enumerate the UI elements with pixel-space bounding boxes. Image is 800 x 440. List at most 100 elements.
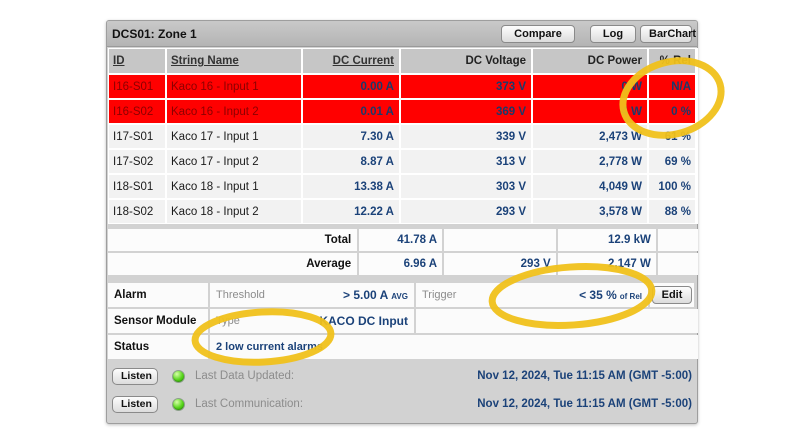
dc-voltage: 373 V (401, 75, 531, 98)
dc-voltage: 293 V (401, 200, 531, 223)
title-bar-buttons: Compare Log BarChart (501, 24, 696, 43)
alarm-threshold-cell: Threshold > 5.00 A AVG (210, 283, 414, 307)
dc-voltage: 303 V (401, 175, 531, 198)
listen-button[interactable]: Listen (112, 395, 158, 413)
string-id: I18-S02 (109, 200, 165, 223)
table-header-row: ID String Name DC Current DC Voltage DC … (109, 49, 697, 73)
dc-power: 2,473 W (533, 125, 647, 148)
alarm-edit-cell: Edit (650, 283, 694, 307)
dc-voltage: 339 V (401, 125, 531, 148)
last-data-updated-value: Nov 12, 2024, Tue 11:15 AM (GMT -5:00) (477, 370, 692, 382)
alarm-label: Alarm (108, 283, 208, 307)
panel-title: DCS01: Zone 1 (112, 26, 197, 41)
last-data-updated-row: Listen Last Data Updated: Nov 12, 2024, … (112, 365, 694, 387)
dc-power: 3,578 W (533, 200, 647, 223)
sensor-row-filler (416, 309, 698, 333)
string-name: Kaco 18 - Input 2 (167, 200, 301, 223)
column-header-dc-current[interactable]: DC Current (303, 49, 399, 73)
percent-rel: 69 % (649, 150, 695, 173)
column-header-dc-voltage[interactable]: DC Voltage (401, 49, 531, 73)
dc-power: 4 W (533, 100, 647, 123)
edit-button[interactable]: Edit (652, 286, 692, 304)
dc-current: 8.87 A (303, 150, 399, 173)
status-led-icon (172, 397, 185, 411)
average-percent-rel (657, 253, 699, 275)
table-row[interactable]: I17-S01 Kaco 17 - Input 1 7.30 A 339 V 2… (109, 125, 697, 148)
column-header-id[interactable]: ID (109, 49, 165, 73)
percent-rel: N/A (649, 75, 695, 98)
device-panel: DCS01: Zone 1 Compare Log BarChart ID St… (106, 20, 699, 424)
threshold-value: > 5.00 A AVG (342, 288, 408, 302)
summary-section: Total 41.78 A 12.9 kW Average 6.96 A 293… (108, 229, 699, 275)
total-dc-current: 41.78 A (359, 229, 443, 251)
last-data-updated-label: Last Data Updated: (195, 370, 295, 382)
percent-rel: 88 % (649, 200, 695, 223)
log-button[interactable]: Log (590, 24, 636, 43)
average-dc-current: 6.96 A (359, 253, 443, 275)
threshold-label: Threshold (216, 289, 265, 301)
total-row: Total 41.78 A 12.9 kW (108, 229, 699, 251)
status-value-cell: 2 low current alarms (210, 335, 698, 359)
total-label: Total (108, 229, 358, 251)
string-name: Kaco 18 - Input 1 (167, 175, 301, 198)
dc-power: 4,049 W (533, 175, 647, 198)
total-dc-power: 12.9 kW (557, 229, 656, 251)
percent-rel: 0 % (649, 100, 695, 123)
dc-power: 0 W (533, 75, 647, 98)
info-section: Alarm Threshold > 5.00 A AVG Trigger < 35… (108, 283, 698, 359)
threshold-unit: AVG (391, 292, 408, 301)
average-label: Average (108, 253, 358, 275)
percent-rel: 61 % (649, 125, 695, 148)
string-name: Kaco 17 - Input 1 (167, 125, 301, 148)
dc-current: 0.00 A (303, 75, 399, 98)
alarm-row: Alarm Threshold > 5.00 A AVG Trigger < 35… (108, 283, 698, 307)
dc-current: 13.38 A (303, 175, 399, 198)
sensor-type-cell: Type KACO DC Input (210, 309, 414, 333)
sensor-type-label: Type (216, 315, 240, 327)
string-id: I16-S02 (109, 100, 165, 123)
dc-current: 7.30 A (303, 125, 399, 148)
table-row[interactable]: I18-S02 Kaco 18 - Input 2 12.22 A 293 V … (109, 200, 697, 223)
dc-voltage: 313 V (401, 150, 531, 173)
table-row[interactable]: I16-S02 Kaco 16 - Input 2 0.01 A 369 V 4… (109, 100, 697, 123)
average-dc-power: 2,147 W (557, 253, 656, 275)
string-name: Kaco 17 - Input 2 (167, 150, 301, 173)
table-row[interactable]: I18-S01 Kaco 18 - Input 1 13.38 A 303 V … (109, 175, 697, 198)
column-header-rel[interactable]: % Rel (649, 49, 695, 73)
average-dc-voltage: 293 V (444, 253, 556, 275)
column-header-string-name[interactable]: String Name (167, 49, 301, 73)
dc-power: 2,778 W (533, 150, 647, 173)
last-communication-row: Listen Last Communication: Nov 12, 2024,… (112, 393, 694, 415)
total-percent-rel (657, 229, 699, 251)
trigger-value: < 35 % of Rel (579, 288, 642, 302)
string-table: ID String Name DC Current DC Voltage DC … (108, 48, 698, 224)
sensor-module-row: Sensor Module Type KACO DC Input (108, 309, 698, 333)
last-communication-value: Nov 12, 2024, Tue 11:15 AM (GMT -5:00) (477, 398, 692, 410)
trigger-unit: of Rel (619, 292, 642, 301)
string-id: I16-S01 (109, 75, 165, 98)
column-header-dc-power[interactable]: DC Power (533, 49, 647, 73)
last-communication-label: Last Communication: (195, 398, 304, 410)
footer-section: Listen Last Data Updated: Nov 12, 2024, … (108, 363, 698, 417)
string-name: Kaco 16 - Input 2 (167, 100, 301, 123)
status-led-icon (172, 369, 185, 383)
string-name: Kaco 16 - Input 1 (167, 75, 301, 98)
sensor-type-value: KACO DC Input (319, 314, 408, 328)
percent-rel: 100 % (649, 175, 695, 198)
barchart-button[interactable]: BarChart (640, 24, 696, 43)
string-id: I17-S01 (109, 125, 165, 148)
table-row[interactable]: I16-S01 Kaco 16 - Input 1 0.00 A 373 V 0… (109, 75, 697, 98)
status-row: Status 2 low current alarms (108, 335, 698, 359)
compare-button[interactable]: Compare (501, 24, 575, 43)
dc-current: 0.01 A (303, 100, 399, 123)
trigger-label: Trigger (422, 289, 457, 301)
string-id: I18-S01 (109, 175, 165, 198)
string-id: I17-S02 (109, 150, 165, 173)
status-label: Status (108, 335, 208, 359)
status-alarms-link[interactable]: 2 low current alarms (216, 341, 323, 353)
listen-button[interactable]: Listen (112, 367, 158, 385)
table-row[interactable]: I17-S02 Kaco 17 - Input 2 8.87 A 313 V 2… (109, 150, 697, 173)
sensor-module-label: Sensor Module (108, 309, 208, 333)
average-row: Average 6.96 A 293 V 2,147 W (108, 253, 699, 275)
